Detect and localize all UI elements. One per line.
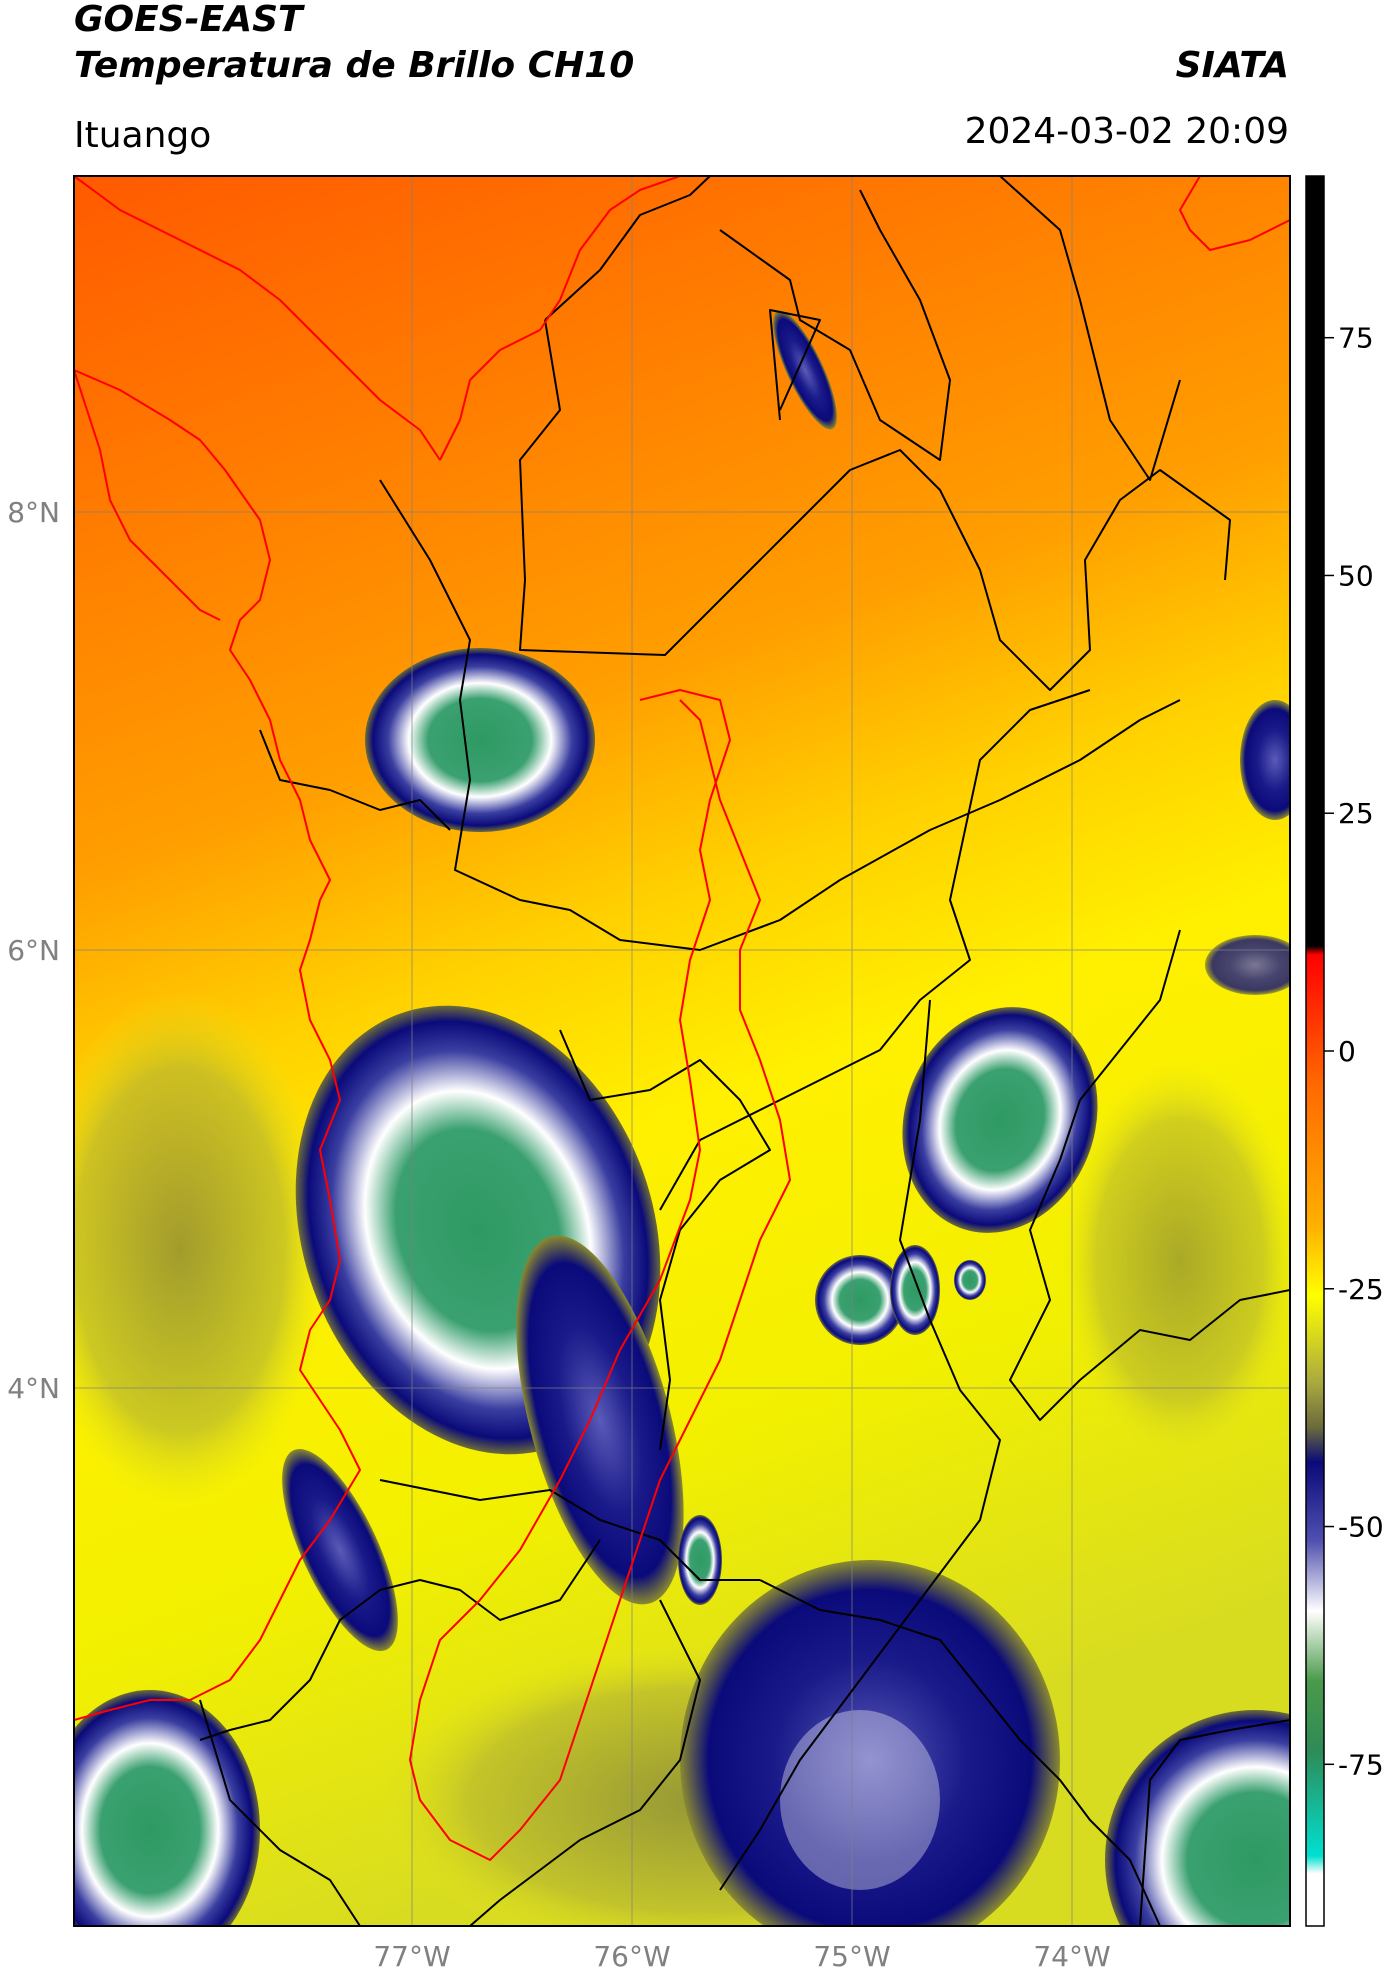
admin-boundary [259, 729, 451, 831]
lat-label-4n: 4°N [7, 1372, 60, 1405]
cloud-band [1240, 700, 1290, 820]
admin-boundary [519, 319, 1231, 691]
colorbar-tick-label: -50 [1338, 1511, 1384, 1544]
panama-caribbean-coastline [74, 176, 441, 461]
lon-label-75w: 75°W [813, 1940, 890, 1973]
cloud-band [773, 310, 837, 430]
cold-core [780, 1710, 940, 1890]
admin-boundary [659, 689, 1091, 1211]
lon-label-76w: 76°W [593, 1940, 670, 1973]
convective-cell [902, 1007, 1098, 1233]
admin-boundary [999, 176, 1181, 481]
colorbar-tick-label: 50 [1338, 559, 1374, 592]
admin-boundary [719, 189, 951, 461]
product-title: Temperatura de Brillo CH10 [74, 45, 635, 86]
admin-boundary [379, 479, 1181, 951]
lat-label-6n: 6°N [7, 934, 60, 967]
satellite-title: GOES-EAST [74, 0, 303, 40]
colorbar-tick-label: -25 [1338, 1273, 1384, 1306]
latitude-labels: 8°N 6°N 4°N [7, 496, 60, 1405]
caribbean-coastline [439, 176, 681, 461]
admin-boundary [469, 1599, 701, 1926]
location-label: Ituango [74, 115, 212, 156]
colorbar-tick-label: -75 [1338, 1748, 1384, 1781]
admin-boundary [379, 1479, 760, 1581]
map-panel [74, 176, 1290, 1926]
lat-label-8n: 8°N [7, 496, 60, 529]
pacific-coastline [74, 369, 361, 1721]
admin-boundary [759, 1579, 1161, 1926]
admin-boundary [769, 309, 821, 421]
admin-boundary [559, 1029, 771, 1451]
admin-boundary [199, 1699, 361, 1926]
admin-boundary [199, 1539, 601, 1741]
colorbar-gradient [1306, 176, 1324, 1926]
cloud-band [516, 1235, 684, 1605]
lon-label-74w: 74°W [1033, 1940, 1110, 1973]
colorbar: 75 50 25 0 -25 -50 -75 [1305, 175, 1384, 1927]
organization-label: SIATA [1175, 45, 1289, 86]
lon-label-77w: 77°W [373, 1940, 450, 1973]
olive-cloud-band [1060, 1060, 1290, 1460]
country-borders [74, 176, 1290, 1861]
longitude-labels: 77°W 76°W 75°W 74°W [373, 1940, 1110, 1973]
colorbar-tick-label: 75 [1338, 322, 1374, 355]
convective-cell [678, 1515, 722, 1605]
river-basin-boundary [409, 689, 791, 1861]
graticule [74, 176, 1290, 1926]
convective-cell [954, 1260, 986, 1300]
cloud-band [282, 1449, 398, 1651]
colorbar-tick-label: 0 [1338, 1035, 1356, 1068]
admin-boundary [544, 176, 711, 321]
venezuela-border [1179, 176, 1290, 251]
convective-cell [1105, 1710, 1290, 1926]
department-borders [199, 176, 1290, 1926]
cloud-band [680, 1560, 1060, 1926]
convective-cell [890, 1245, 940, 1335]
admin-boundary [1139, 1719, 1290, 1926]
colorbar-tick-label: 25 [1338, 797, 1374, 830]
convective-cell [74, 1690, 260, 1926]
datetime-label: 2024-03-02 20:09 [964, 111, 1289, 152]
map-frame [73, 175, 1291, 1927]
admin-boundary [1009, 929, 1290, 1421]
brightness-temperature-field [74, 176, 1290, 1926]
convective-cell [815, 1255, 905, 1345]
colorbar-ticks: 75 50 25 0 -25 -50 -75 [1324, 322, 1384, 1781]
convective-cell [365, 648, 595, 832]
panama-border [74, 369, 221, 621]
olive-cloud-band [74, 990, 330, 1510]
admin-boundary [719, 999, 1001, 1891]
